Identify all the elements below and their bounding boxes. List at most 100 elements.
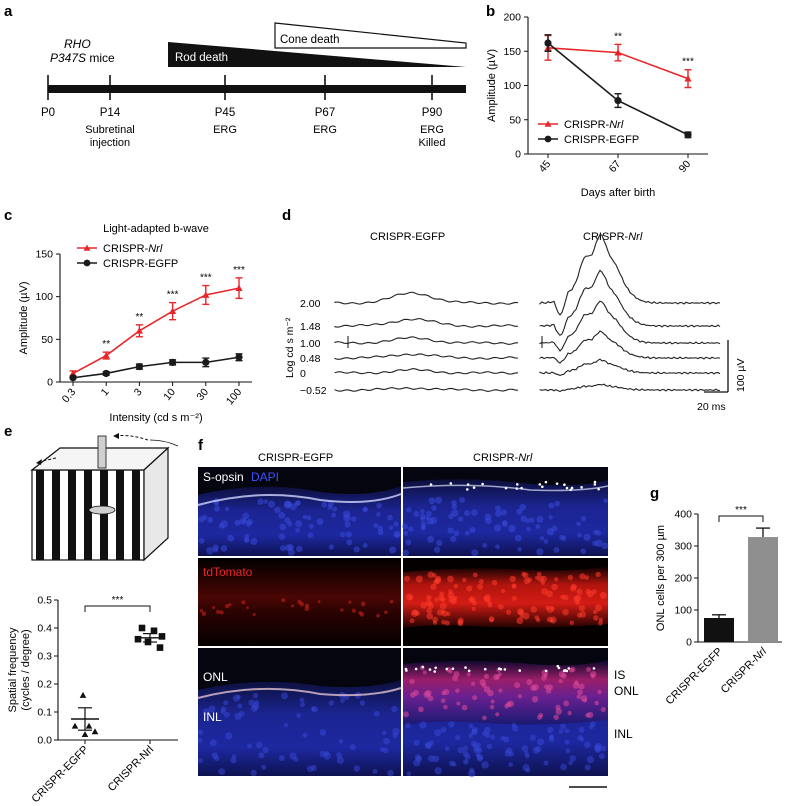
nucleus: [471, 729, 477, 735]
drum-stripe: [100, 470, 108, 560]
data-point: [614, 49, 622, 56]
significance-bracket: [718, 515, 764, 522]
nucleus: [283, 500, 292, 508]
merge-cell: [452, 675, 459, 682]
nucleus: [353, 546, 360, 553]
nucleus: [464, 510, 471, 517]
nucleus: [468, 769, 476, 778]
intensity-label: 0: [300, 368, 306, 380]
x-tick-label: CRISPR-Nrl: [106, 744, 156, 794]
erg-trace-nrl: [539, 330, 721, 364]
erg-trace-nrl: [539, 269, 721, 337]
nucleus: [427, 755, 435, 763]
nucleus: [202, 708, 210, 716]
nucleus: [237, 703, 243, 709]
merge-cell: [489, 704, 495, 710]
merge-cell: [526, 679, 533, 686]
y-tick-label: 0: [515, 149, 521, 161]
legend-label: CRISPR-EGFP: [103, 258, 178, 270]
nucleus: [310, 706, 316, 712]
micro-col-egfp: CRISPR-EGFP: [258, 452, 333, 464]
nucleus: [343, 514, 351, 522]
nucleus: [403, 531, 409, 536]
tdtomato-cell: [340, 608, 344, 612]
merge-cell: [461, 704, 468, 711]
nucleus: [197, 758, 203, 764]
mouse-line-strain: P347S mice: [50, 51, 115, 65]
s-opsin-signal: [544, 480, 548, 484]
nucleus: [536, 548, 544, 556]
tdtomato-cells: [199, 571, 607, 627]
scatter-point: [91, 728, 99, 735]
tdtomato-cell: [291, 604, 295, 608]
nucleus: [344, 521, 351, 528]
merge-cell: [555, 708, 562, 715]
nucleus: [434, 767, 442, 775]
tdtomato-cell: [448, 595, 456, 604]
nucleus: [583, 533, 591, 541]
nucleus: [420, 516, 426, 522]
tdtomato-cell: [593, 615, 599, 621]
tdtomato-cell: [530, 606, 537, 613]
tdtomato-cell: [523, 577, 531, 585]
nucleus: [603, 498, 608, 504]
merge-cell: [466, 672, 471, 677]
nucleus: [198, 537, 205, 544]
nucleus: [468, 733, 474, 738]
merge-cell: [587, 711, 594, 719]
significance-marker: ***: [112, 595, 124, 606]
nucleus: [457, 516, 464, 522]
merge-cell: [547, 684, 554, 691]
x-tick-label: 100: [224, 386, 245, 407]
nucleus: [336, 756, 345, 764]
merge-signal: [405, 669, 408, 672]
nucleus: [294, 500, 300, 507]
nucleus: [328, 700, 335, 706]
s-opsin-signal: [580, 486, 583, 489]
nucleus: [285, 544, 292, 552]
merge-signal: [428, 668, 432, 671]
nucleus: [234, 519, 241, 526]
merge-cell: [543, 673, 548, 678]
merge-signal: [592, 667, 596, 670]
nucleus: [300, 702, 305, 708]
nucleus: [405, 507, 412, 513]
nucleus: [262, 747, 269, 754]
tdtomato-cell: [425, 599, 432, 606]
chart-title: Light-adapted b-wave: [103, 223, 209, 235]
nucleus: [213, 505, 220, 512]
nucleus: [404, 722, 411, 729]
nucleus: [565, 748, 571, 754]
panel-g-chart: 0 100 200 300 400 ONL cells per 300 µm CRISPR-…: [655, 505, 782, 707]
scatter-point: [150, 627, 158, 635]
nucleus: [601, 542, 609, 550]
s-opsin-signal: [563, 483, 566, 487]
nucleus: [402, 523, 408, 530]
tdtomato-cell: [446, 611, 451, 617]
erg-trace-nrl: [539, 358, 721, 376]
tdtomato-cell: [420, 602, 428, 609]
nucleus: [584, 741, 591, 749]
merge-cell: [514, 682, 521, 689]
nucleus: [427, 535, 435, 543]
s-opsin-signal: [472, 486, 476, 489]
merge-signal: [556, 664, 560, 668]
drum-stripe: [36, 470, 44, 560]
nucleus: [482, 543, 488, 548]
data-point: [684, 131, 692, 139]
merge-cell: [483, 673, 490, 679]
tdtomato-cell: [545, 605, 550, 610]
nucleus: [413, 510, 420, 517]
tdtomato-cell: [509, 575, 516, 583]
y-axis-label: (cycles / degree): [20, 629, 32, 710]
nucleus: [526, 526, 531, 532]
merge-cells: [197, 664, 607, 778]
nucleus: [425, 510, 432, 517]
nucleus: [484, 517, 492, 525]
scatter-point: [156, 644, 164, 651]
nucleus: [564, 728, 570, 734]
nucleus: [440, 726, 447, 733]
nucleus: [377, 529, 384, 536]
